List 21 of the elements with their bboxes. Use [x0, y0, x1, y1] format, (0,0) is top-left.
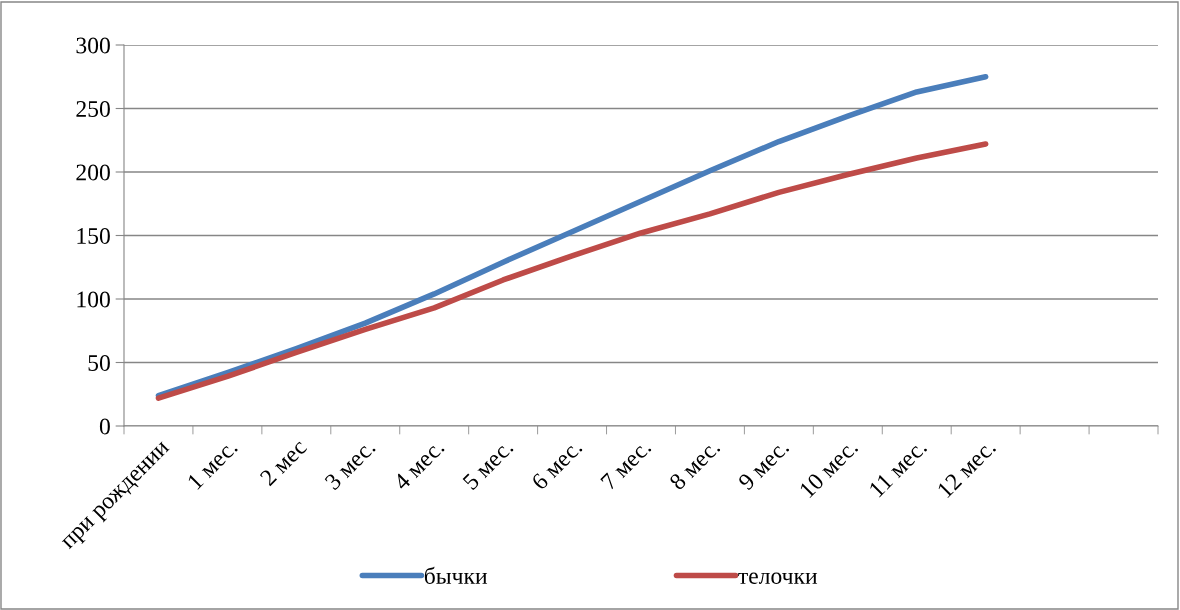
x-tick-label: 1 мес.	[186, 438, 239, 490]
legend-label: телочки	[738, 572, 818, 584]
x-tick-label: 9 мес.	[737, 438, 790, 491]
y-tick-label: 0	[99, 418, 110, 435]
x-tick-label: 11 мес.	[868, 438, 928, 498]
y-tick-label: 150	[77, 227, 110, 244]
y-tick-label: 250	[76, 100, 110, 117]
y-tick-label: 100	[77, 291, 110, 308]
x-tick-label: 12 мес.	[936, 438, 997, 499]
x-tick-label: 10 мес.	[798, 438, 859, 499]
x-tick-label: 8 мес.	[668, 438, 721, 491]
x-tick-label: 4 мес.	[392, 438, 445, 492]
x-tick-label: 3 мес.	[324, 438, 376, 491]
x-tick-label: 7 мес.	[600, 438, 652, 491]
x-tick-label: 2 мес	[259, 438, 308, 487]
y-tick-label: 50	[88, 354, 110, 371]
legend-label: бычки	[424, 566, 488, 584]
y-tick-label: 200	[76, 164, 110, 181]
y-tick-label: 300	[76, 37, 110, 54]
x-tick-label: 5 мес.	[462, 438, 514, 491]
x-tick-label: 6 мес.	[530, 438, 583, 491]
